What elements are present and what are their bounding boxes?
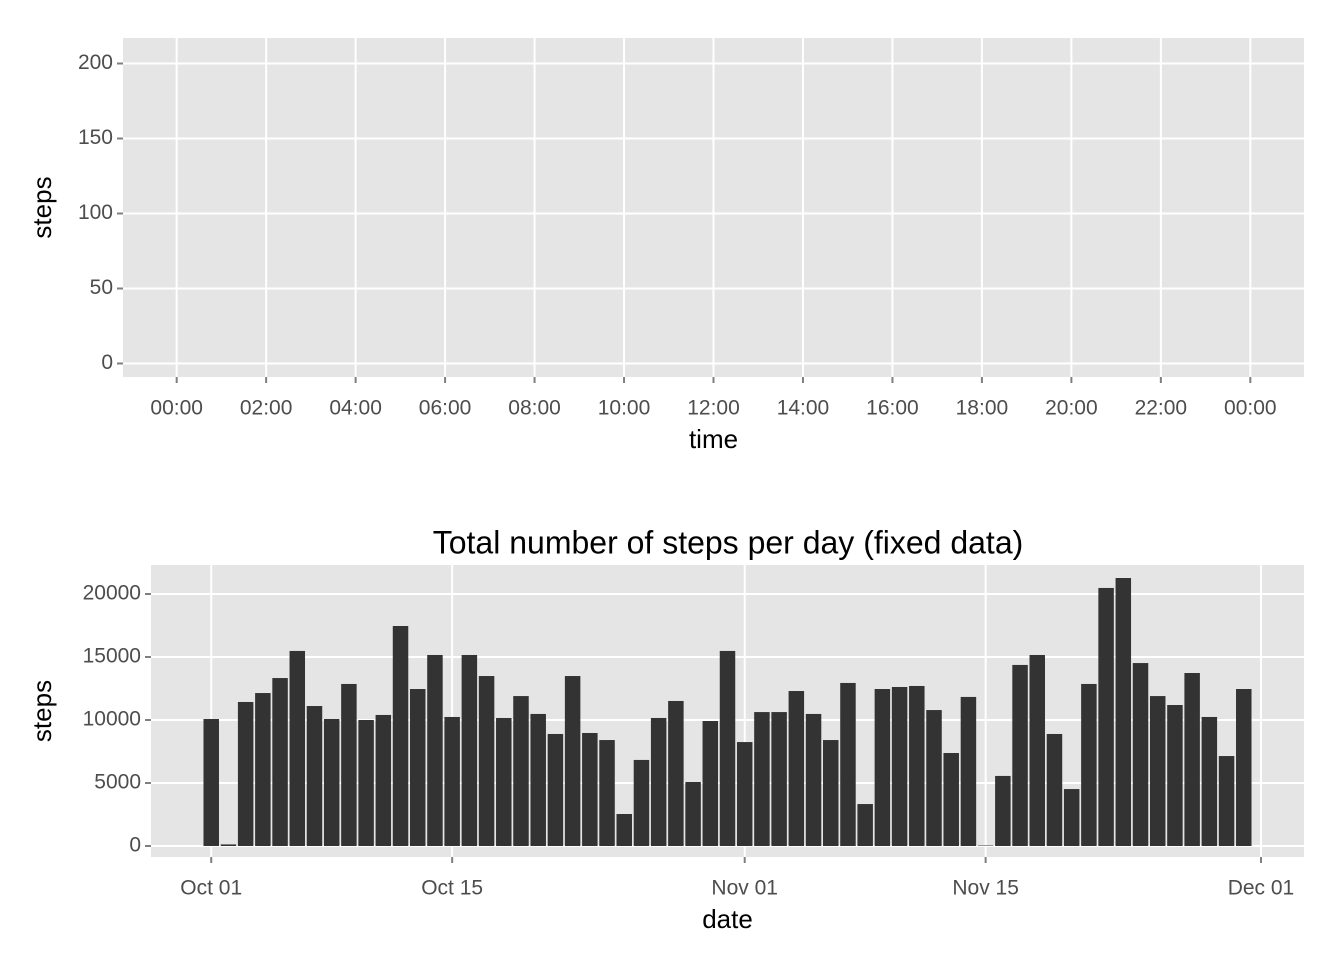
bar — [255, 693, 271, 847]
bar — [633, 759, 650, 847]
bar — [857, 804, 873, 847]
bar — [754, 712, 770, 847]
x-tick-label: Oct 15 — [421, 877, 483, 900]
bar — [805, 713, 822, 847]
y-tick-label: 0 — [101, 351, 113, 374]
bar — [926, 710, 942, 847]
bar — [840, 682, 856, 847]
bar — [891, 686, 908, 847]
bar — [358, 720, 374, 847]
x-tick-label: 10:00 — [598, 397, 651, 420]
bar — [1029, 654, 1046, 847]
bar — [599, 740, 615, 847]
y-tick-label: 10000 — [83, 708, 141, 731]
y-tick-label: 200 — [78, 51, 113, 74]
bar — [306, 706, 323, 847]
bar — [341, 683, 357, 847]
y-tick-label: 150 — [78, 126, 113, 149]
x-tick-label: 02:00 — [240, 397, 293, 420]
x-tick-label: Nov 01 — [711, 877, 778, 900]
y-tick-label: 15000 — [83, 645, 141, 668]
bar — [461, 654, 478, 847]
x-tick-label: 18:00 — [956, 397, 1009, 420]
y-tick-label: 100 — [78, 201, 113, 224]
x-tick-label: 22:00 — [1135, 397, 1188, 420]
x-tick-label: 08:00 — [508, 397, 561, 420]
chart-title: Total number of steps per day (fixed dat… — [433, 524, 1024, 560]
bar — [547, 733, 564, 847]
y-tick-label: 20000 — [83, 582, 141, 605]
bar — [1167, 705, 1183, 847]
bar — [375, 714, 392, 847]
bar — [392, 626, 409, 847]
y-tick-label: 0 — [129, 834, 141, 857]
bar — [702, 721, 719, 847]
bar — [943, 753, 959, 847]
bar — [289, 650, 306, 847]
bar — [823, 740, 839, 847]
bar — [1149, 696, 1166, 847]
bar — [478, 676, 495, 847]
bar — [1132, 663, 1149, 847]
x-tick-label: 04:00 — [329, 397, 382, 420]
x-tick-label: 16:00 — [866, 397, 919, 420]
bar — [1115, 578, 1132, 847]
bar — [1201, 716, 1218, 847]
bar — [1081, 683, 1097, 847]
bar — [1098, 587, 1114, 847]
x-axis-title: date — [702, 904, 753, 934]
y-tick-label: 5000 — [94, 771, 141, 794]
x-tick-label: Oct 01 — [180, 877, 242, 900]
bar — [237, 701, 254, 847]
bar — [1236, 689, 1252, 847]
x-tick-label: 12:00 — [687, 397, 740, 420]
bar — [530, 713, 546, 847]
x-tick-label: 00:00 — [150, 397, 203, 420]
bar — [564, 676, 581, 847]
bar — [650, 717, 667, 847]
bar — [513, 696, 529, 847]
bar — [874, 689, 891, 847]
bar — [582, 732, 598, 847]
bar — [409, 689, 426, 847]
bar — [719, 650, 736, 847]
bar — [995, 775, 1011, 847]
bar — [909, 685, 925, 847]
bar — [496, 717, 512, 847]
bar — [1184, 673, 1200, 847]
bar — [220, 844, 237, 847]
bar — [771, 712, 787, 847]
x-tick-label: Dec 01 — [1228, 877, 1295, 900]
bar — [1218, 756, 1235, 847]
bar — [1012, 664, 1028, 847]
x-tick-label: Nov 15 — [952, 877, 1019, 900]
y-tick-label: 50 — [90, 276, 113, 299]
bar — [977, 845, 994, 847]
bar — [203, 718, 219, 847]
bar — [1063, 789, 1080, 847]
bar — [427, 654, 443, 847]
bar — [444, 716, 460, 847]
x-tick-label: 06:00 — [419, 397, 472, 420]
x-tick-label: 14:00 — [777, 397, 830, 420]
bar — [960, 696, 977, 847]
x-tick-label: 00:00 — [1224, 397, 1277, 420]
x-tick-label: 20:00 — [1045, 397, 1098, 420]
x-axis-title: time — [689, 424, 738, 454]
bar — [1046, 733, 1063, 847]
y-axis-title: steps — [27, 176, 57, 238]
bar — [323, 718, 340, 847]
bar — [668, 700, 684, 847]
bar — [788, 691, 805, 847]
y-axis-title: steps — [27, 680, 57, 742]
bar — [272, 678, 288, 847]
bar — [736, 742, 753, 847]
bar — [685, 781, 701, 847]
bar — [616, 813, 632, 847]
